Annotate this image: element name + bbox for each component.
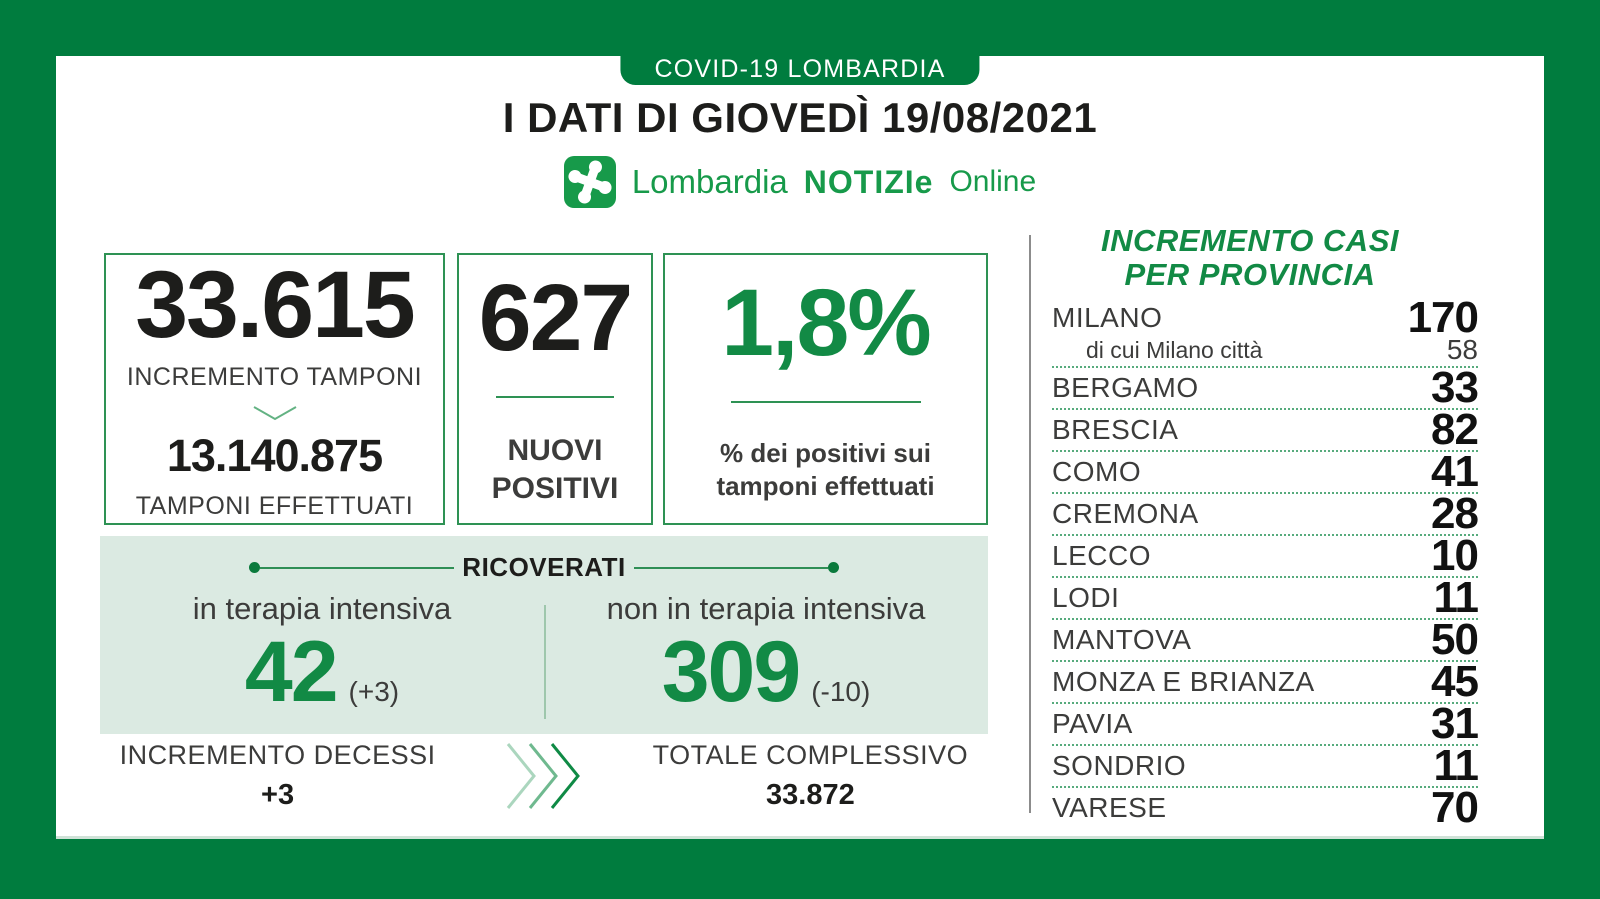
province-value: 31	[1431, 699, 1479, 748]
non-terapia-intensiva-delta: (-10)	[811, 676, 871, 707]
header-badge-label: COVID-19 LOMBARDIA	[654, 55, 946, 83]
card-incremento-tamponi: 33.615 INCREMENTO TAMPONI 13.140.875 TAM…	[104, 253, 445, 525]
table-row: MILANO 170 di cui Milano città 58	[1052, 293, 1479, 368]
province-sub-row: di cui Milano città 58	[1052, 334, 1478, 366]
table-row: COMO 41	[1052, 447, 1479, 496]
logo-text-online: Online	[949, 165, 1037, 198]
province-sub-label: di cui Milano città	[1086, 336, 1263, 363]
logo-text-notizie: NOTIZIe	[803, 164, 934, 200]
table-row: VARESE 70	[1052, 783, 1479, 832]
table-row: MANTOVA 50	[1052, 615, 1479, 664]
province-value: 70	[1431, 783, 1479, 832]
header-rule	[260, 566, 455, 569]
table-row: BERGAMO 33	[1052, 363, 1479, 412]
ricoverati-title: RICOVERATI	[462, 552, 626, 582]
card-nuovi-positivi: 627 NUOVI POSITIVI	[457, 253, 653, 525]
nuovi-positivi-value: 627	[478, 265, 634, 371]
totale-complessivo-value: 33.872	[766, 779, 855, 811]
terapia-intensiva-value: 42	[244, 624, 339, 720]
triple-chevron-right-icon	[455, 740, 633, 812]
percentuale-label: % dei positivi sui tamponi effettuati	[716, 438, 935, 501]
lombardia-rosa-camuna-icon	[563, 156, 616, 208]
province-value: 11	[1433, 741, 1479, 790]
province-value: 41	[1431, 447, 1479, 496]
province-panel-divider	[1029, 235, 1031, 813]
province-value: 50	[1431, 615, 1479, 664]
province-name: BERGAMO	[1052, 372, 1199, 403]
province-name: SONDRIO	[1052, 750, 1187, 781]
province-name: PAVIA	[1052, 708, 1133, 739]
table-row: LECCO 10	[1052, 531, 1479, 580]
lombardia-notizie-logo: Lombardia NOTIZIe Online	[56, 156, 1544, 208]
tamponi-increment-label: INCREMENTO TAMPONI	[126, 362, 423, 391]
non-terapia-intensiva-value: 309	[661, 624, 801, 720]
province-name: VARESE	[1052, 792, 1167, 823]
province-name: MANTOVA	[1052, 624, 1192, 655]
ricoverati-section: RICOVERATI in terapia intensiva 42 (+3) …	[100, 536, 988, 734]
province-name: CREMONA	[1052, 498, 1199, 529]
tamponi-total-value: 13.140.875	[166, 429, 383, 481]
province-value: 33	[1431, 363, 1479, 412]
incremento-decessi-block: INCREMENTO DECESSI +3	[100, 740, 455, 812]
logo-text-lombardia: Lombardia	[631, 163, 788, 200]
province-table: MILANO 170 di cui Milano città 58 BERGAM…	[1052, 293, 1479, 832]
tamponi-increment-value: 33.615	[135, 251, 416, 358]
non-terapia-intensiva-block: non in terapia intensiva 309 (-10)	[544, 591, 988, 731]
province-name: MILANO	[1052, 302, 1163, 333]
chevron-down-icon	[253, 405, 296, 420]
table-row: PAVIA 31	[1052, 699, 1479, 748]
table-row: SONDRIO 11	[1052, 741, 1479, 790]
nuovi-positivi-label: NUOVI POSITIVI	[491, 434, 619, 505]
card-divider	[730, 401, 921, 403]
province-value: 10	[1431, 531, 1479, 580]
header-rule	[633, 566, 829, 569]
incremento-decessi-value: +3	[261, 779, 295, 811]
non-terapia-intensiva-label: non in terapia intensiva	[606, 591, 926, 626]
content-area: I DATI DI GIOVEDÌ 19/08/2021 Lombardia N…	[56, 56, 1544, 839]
province-value: 45	[1431, 657, 1479, 706]
green-dot-icon	[249, 562, 260, 573]
province-value: 11	[1433, 573, 1479, 622]
province-value: 82	[1431, 405, 1479, 454]
province-name: BRESCIA	[1052, 414, 1179, 445]
province-name: LECCO	[1052, 540, 1151, 571]
incremento-decessi-label: INCREMENTO DECESSI	[119, 740, 436, 770]
terapia-intensiva-delta: (+3)	[348, 676, 400, 707]
province-name: LODI	[1052, 582, 1120, 613]
table-row: BRESCIA 82	[1052, 405, 1479, 454]
province-value: 28	[1431, 489, 1479, 538]
province-panel-title: INCREMENTO CASI PER PROVINCIA	[1100, 223, 1399, 293]
card-percentuale-positivi: 1,8% % dei positivi sui tamponi effettua…	[663, 253, 988, 525]
page-title: I DATI DI GIOVEDÌ 19/08/2021	[502, 94, 1098, 141]
totale-complessivo-label: TOTALE COMPLESSIVO	[652, 740, 969, 770]
bottom-strip	[56, 836, 1544, 839]
table-row: CREMONA 28	[1052, 489, 1479, 538]
province-sub-value: 58	[1446, 334, 1478, 365]
province-name: COMO	[1052, 456, 1142, 487]
tamponi-total-label: TAMPONI EFFETTUATI	[135, 491, 414, 520]
card-divider	[496, 396, 614, 398]
ricoverati-header: RICOVERATI	[249, 552, 840, 583]
bottom-summary-row: INCREMENTO DECESSI +3 TOTALE COMPLESSIVO…	[100, 740, 988, 812]
table-row: LODI 11	[1052, 573, 1479, 622]
province-value: 170	[1407, 293, 1479, 342]
province-name: MONZA E BRIANZA	[1052, 666, 1315, 697]
terapia-intensiva-block: in terapia intensiva 42 (+3)	[100, 591, 544, 731]
table-row: MONZA E BRIANZA 45	[1052, 657, 1479, 706]
percentuale-value: 1,8%	[721, 270, 932, 376]
header-badge: COVID-19 LOMBARDIA	[620, 55, 980, 85]
green-dot-icon	[828, 562, 840, 573]
totale-complessivo-block: TOTALE COMPLESSIVO 33.872	[633, 740, 988, 812]
terapia-intensiva-label: in terapia intensiva	[192, 591, 452, 626]
